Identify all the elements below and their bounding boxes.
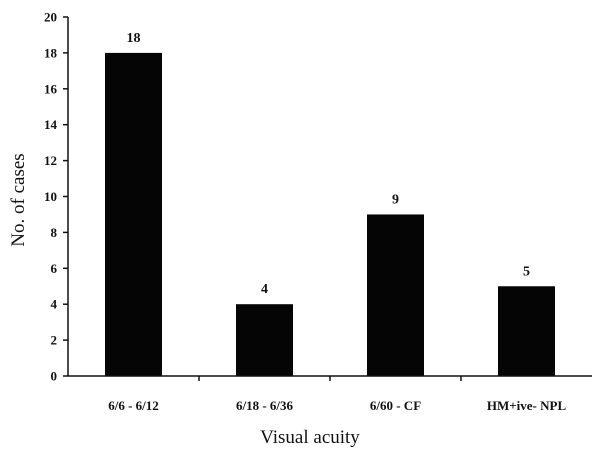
x-category-label-1: 6/18 - 6/36 — [236, 398, 294, 413]
bar-1 — [236, 304, 293, 376]
data-labels-group: 18 4 9 5 — [127, 31, 531, 297]
x-category-label-0: 6/6 - 6/12 — [108, 398, 159, 413]
y-tick-label-9: 18 — [44, 45, 58, 60]
bars-group — [105, 52, 555, 377]
y-tick-label-2: 4 — [51, 297, 58, 312]
data-label-0: 18 — [127, 31, 141, 46]
y-tick-label-1: 2 — [51, 333, 58, 348]
data-label-1: 4 — [261, 282, 268, 297]
data-label-2: 9 — [392, 192, 399, 207]
bar-2 — [367, 214, 424, 376]
x-axis-categories: 6/6 - 6/12 6/18 - 6/36 6/60 - CF HM+ive- NP… — [108, 398, 566, 413]
x-category-label-2: 6/60 - CF — [370, 398, 421, 413]
y-tick-label-6: 12 — [44, 153, 57, 168]
x-category-label-3: HM+ive- NPL — [487, 398, 567, 413]
y-tick-label-3: 6 — [51, 261, 58, 276]
data-label-3: 5 — [523, 264, 530, 279]
y-tick-label-10: 20 — [44, 10, 57, 25]
y-tick-label-4: 8 — [51, 225, 58, 240]
y-tick-label-5: 10 — [44, 189, 57, 204]
y-tick-label-7: 14 — [44, 117, 58, 132]
x-axis-title: Visual acuity — [260, 427, 360, 448]
y-tick-label-8: 16 — [44, 81, 58, 96]
bar-0 — [105, 52, 162, 377]
y-tick-label-0: 0 — [51, 369, 58, 384]
bar-3 — [498, 286, 555, 376]
y-axis-title: No. of cases — [8, 153, 29, 246]
y-axis-ticks: 0 2 4 6 8 10 12 14 16 18 20 — [44, 10, 462, 384]
